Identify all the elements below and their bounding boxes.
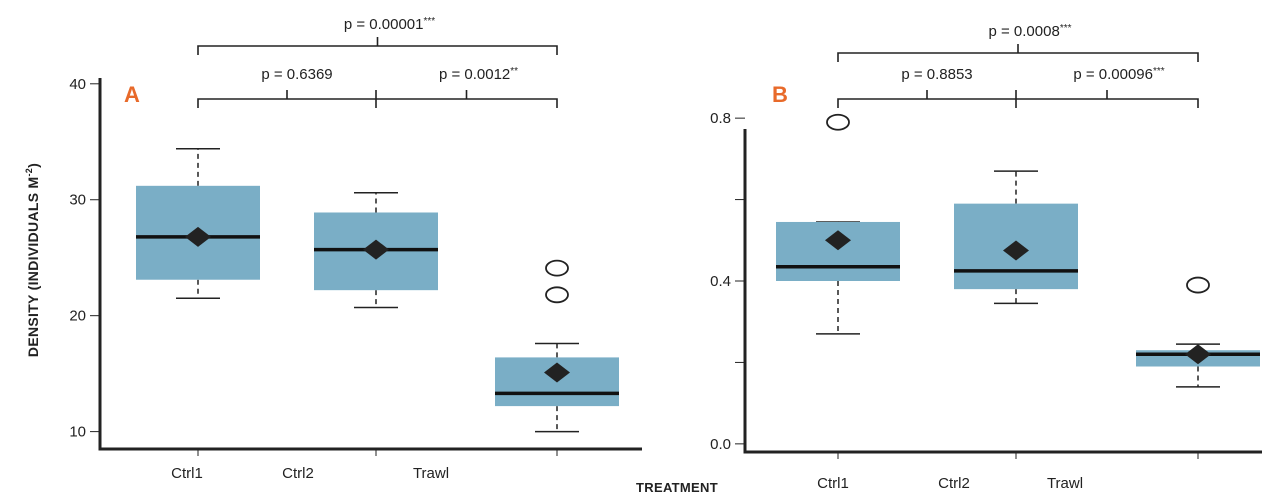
p-value-text: p = 0.0012	[439, 66, 510, 83]
bracket-line	[197, 98, 558, 108]
significance-bracket: p = 0.00001***	[197, 16, 558, 55]
y-tick-label: 30	[69, 192, 86, 209]
p-value-text: p = 0.0008	[988, 23, 1059, 40]
mean-marker	[544, 362, 570, 383]
mean-marker	[825, 230, 851, 251]
y-axis-label-superscript: -2	[24, 168, 34, 177]
significance-bracket-lower: p = 0.8853 p = 0.00096***	[837, 66, 1199, 108]
bracket-line	[837, 52, 1199, 62]
mean-marker	[185, 226, 211, 247]
panel-letter: A	[124, 82, 140, 107]
box-ctrl1	[776, 113, 900, 335]
bracket-line	[837, 98, 1199, 108]
box-ctrl1	[136, 147, 260, 300]
significance-bracket: p = 0.0008***	[837, 23, 1199, 62]
p-value-label: p = 0.6369	[261, 66, 332, 83]
significance-bracket-lower: p = 0.6369 p = 0.0012**	[197, 66, 558, 108]
y-tick-label: 10	[69, 424, 86, 441]
p-value-text: p = 0.6369	[261, 66, 332, 83]
mean-marker	[363, 239, 389, 260]
y-tick-label: 40	[69, 76, 86, 93]
significance-stars: ***	[423, 16, 435, 27]
p-value-text: p = 0.00001	[344, 16, 424, 33]
x-axis-label: TREATMENT	[636, 480, 718, 494]
x-tick-label: Ctrl1	[171, 465, 203, 482]
p-value-label: p = 0.8853	[901, 66, 972, 83]
outlier-point	[545, 259, 569, 277]
y-tick-label: 0.0	[710, 436, 731, 453]
y-tick-label: 0.8	[710, 110, 731, 127]
x-tick-label: Ctrl2	[938, 475, 970, 492]
significance-stars: ***	[1060, 23, 1072, 34]
p-value-label: p = 0.0008***	[988, 23, 1071, 40]
y-tick-label: 0.4	[710, 273, 731, 290]
y-axis-label: DENSITY (INDIVIDUALS M-2)	[24, 163, 41, 357]
x-tick-label: Trawl	[1047, 475, 1083, 492]
outlier-point	[826, 113, 850, 131]
box-ctrl2	[954, 170, 1078, 305]
p-value-text: p = 0.00096	[1073, 66, 1153, 83]
box-trawl	[1136, 276, 1260, 388]
significance-stars: ***	[1153, 66, 1165, 77]
x-tick-label: Trawl	[413, 465, 449, 482]
x-tick-label: Ctrl2	[282, 465, 314, 482]
bracket-line	[197, 45, 558, 55]
p-value-label: p = 0.0012**	[439, 66, 518, 83]
outlier-point	[1186, 276, 1210, 294]
box-ctrl2	[314, 192, 438, 309]
y-tick-label: 20	[69, 308, 86, 325]
x-tick-label: Ctrl1	[817, 475, 849, 492]
p-value-text: p = 0.8853	[901, 66, 972, 83]
panel-letter: B	[772, 82, 788, 107]
box-trawl	[495, 259, 619, 433]
mean-marker	[1003, 240, 1029, 261]
p-value-label: p = 0.00096***	[1073, 66, 1164, 83]
significance-stars: **	[510, 66, 518, 77]
p-value-label: p = 0.00001***	[344, 16, 435, 33]
mean-marker	[1185, 344, 1211, 365]
outlier-point	[545, 286, 569, 304]
